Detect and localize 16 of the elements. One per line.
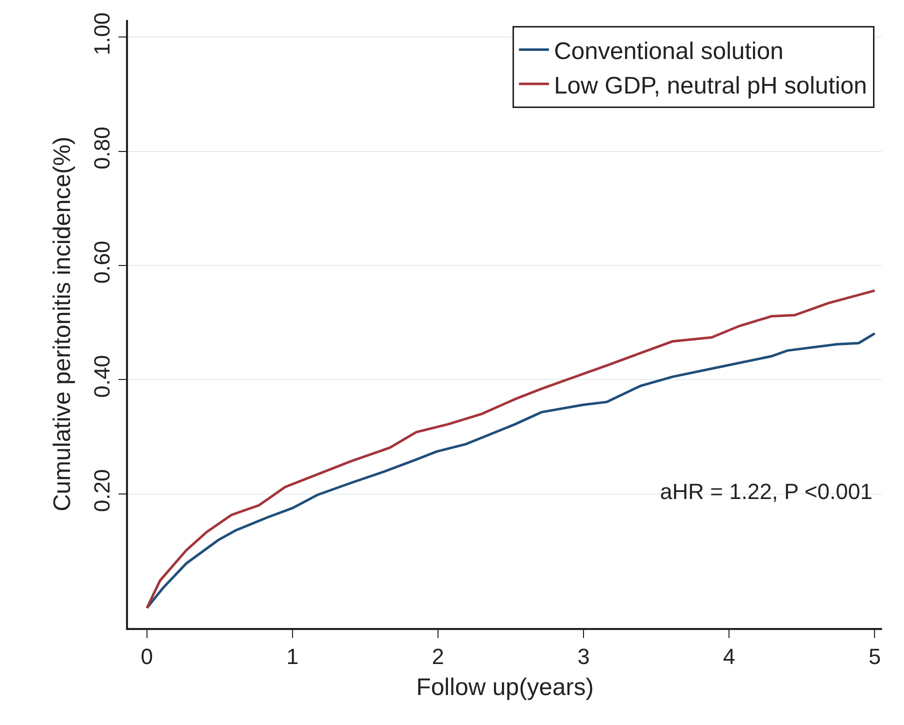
legend-label: Low GDP, neutral pH solution (554, 72, 868, 100)
x-tick-label: 0 (140, 644, 154, 670)
y-tick-label: 0.80 (89, 126, 114, 170)
annotation: aHR = 1.22, P <0.001 (660, 479, 872, 504)
y-tick-label: 1.00 (89, 12, 114, 56)
y-tick-label: 0.40 (89, 354, 114, 398)
x-tick-label: 2 (432, 644, 444, 670)
y-tick-label: 0.60 (89, 240, 114, 284)
x-tick-label: 4 (723, 644, 736, 670)
y-tick-label: 0.20 (89, 469, 114, 512)
x-axis-title: Follow up(years) (416, 674, 594, 701)
legend-label: Conventional solution (554, 38, 784, 66)
x-tick-label: 3 (577, 644, 590, 670)
y-axis-title: Cumulative peritonitis incidence(%) (49, 136, 76, 512)
x-tick-label: 1 (286, 644, 299, 670)
x-tick-label: 5 (868, 644, 881, 670)
